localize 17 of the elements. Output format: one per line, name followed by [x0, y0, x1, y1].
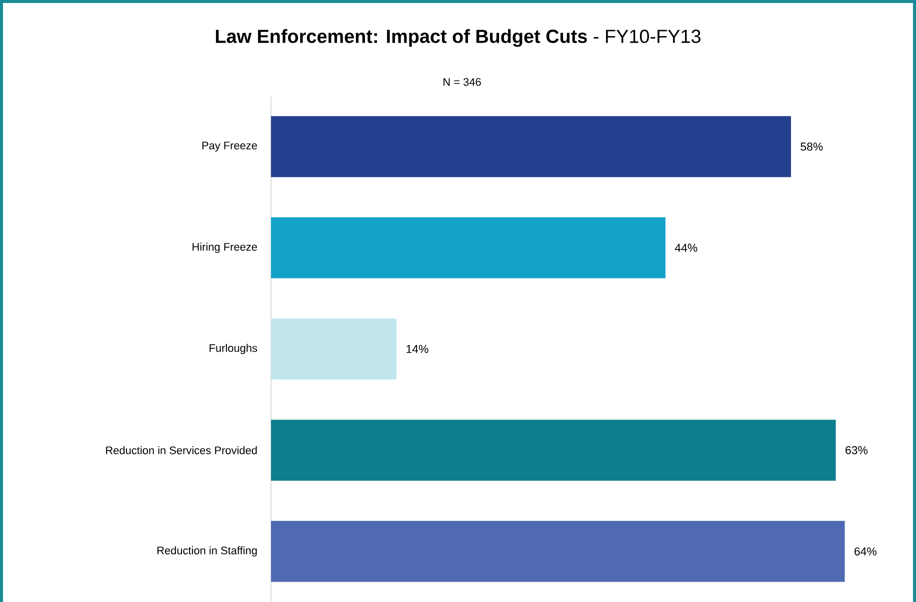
y-tick-label: Pay Freeze	[202, 142, 257, 152]
bar	[271, 520, 845, 582]
bar	[271, 116, 791, 178]
data-label: 64%	[854, 547, 876, 556]
text: N = 346	[444, 78, 481, 86]
y-tick-label: Hiring Freeze	[192, 242, 257, 253]
y-tick-label: Reduction in Staffing	[157, 546, 257, 556]
y-tick-label: Furloughs	[210, 344, 258, 354]
bar	[271, 217, 666, 278]
data-label: 63%	[846, 446, 868, 454]
y-tick-label: Reduction in Services Provided	[106, 446, 257, 454]
data-label: 14%	[406, 344, 428, 353]
data-label: 44%	[674, 244, 698, 252]
data-label: 58%	[800, 142, 823, 151]
bar	[271, 318, 397, 380]
bar	[271, 420, 836, 481]
chart-title: Law Enforcement: Impact of Budget Cuts - FY10-FY13	[216, 29, 700, 47]
